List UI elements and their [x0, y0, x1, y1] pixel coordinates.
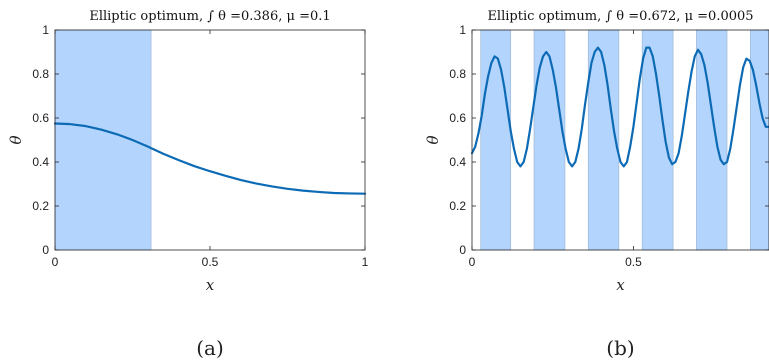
y-tick-label: 0.2 [449, 199, 466, 213]
x-tick-label: 0 [469, 255, 476, 269]
chart-title: Elliptic optimum, ∫ θ =0.386, μ =0.1 [89, 9, 330, 24]
y-tick-label: 0 [459, 243, 466, 257]
y-axis-label: θ [424, 135, 442, 144]
shaded-region [533, 29, 566, 251]
y-tick-label: 1 [42, 23, 49, 37]
y-tick-label: 0.6 [449, 111, 466, 125]
shaded-region [54, 29, 152, 251]
shaded-regions [54, 29, 152, 251]
y-tick-label: 0.4 [449, 155, 466, 169]
x-axis-label: x [206, 276, 215, 294]
chart-title: Elliptic optimum, ∫ θ =0.672, μ =0.0005 [487, 9, 753, 24]
y-tick-label: 0.6 [32, 111, 49, 125]
axes-box [471, 29, 769, 251]
shaded-regions [480, 29, 769, 251]
theta-curve [470, 46, 769, 168]
panel-a: 0 0.5 1 00.20.40.60.81 Elliptic optimum, ∫… [7, 9, 369, 360]
panel-b: 0 0.5 00.20.40.60.81 Elliptic optimum, ∫ … [424, 9, 769, 360]
shaded-region [696, 29, 728, 251]
y-tick-label: 0.2 [32, 199, 49, 213]
y-axis-label: θ [7, 135, 25, 144]
y-ticks: 0 0.2 0.4 0.6 0.8 1 [32, 23, 365, 257]
y-tick-label: 0 [42, 243, 49, 257]
y-tick-label: 0.8 [449, 67, 466, 81]
x-tick-label: 0.5 [625, 255, 642, 269]
x-ticks: 0 0.5 1 [52, 30, 369, 269]
x-tick-label: 0.5 [202, 255, 219, 269]
x-tick-label: 0 [52, 255, 59, 269]
shaded-region [480, 29, 512, 251]
x-axis-label: x [616, 276, 625, 294]
x-tick-label: 1 [362, 255, 369, 269]
theta-curve [53, 122, 367, 195]
y-tick-label: 1 [459, 23, 466, 37]
panel-label: (a) [196, 336, 224, 360]
y-tick-label: 0.4 [32, 155, 49, 169]
shaded-region [641, 29, 674, 251]
shaded-region [749, 29, 769, 251]
curve-layer [470, 46, 769, 168]
y-ticks: 0 0.2 0.4 0.6 0.8 1 [449, 23, 769, 257]
panel-label: (b) [606, 336, 634, 360]
x-ticks: 0 0.5 [469, 30, 642, 269]
y-tick-label: 0.8 [32, 67, 49, 81]
curve-layer [53, 122, 367, 195]
